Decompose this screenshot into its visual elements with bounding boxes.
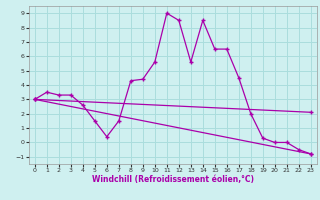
X-axis label: Windchill (Refroidissement éolien,°C): Windchill (Refroidissement éolien,°C): [92, 175, 254, 184]
